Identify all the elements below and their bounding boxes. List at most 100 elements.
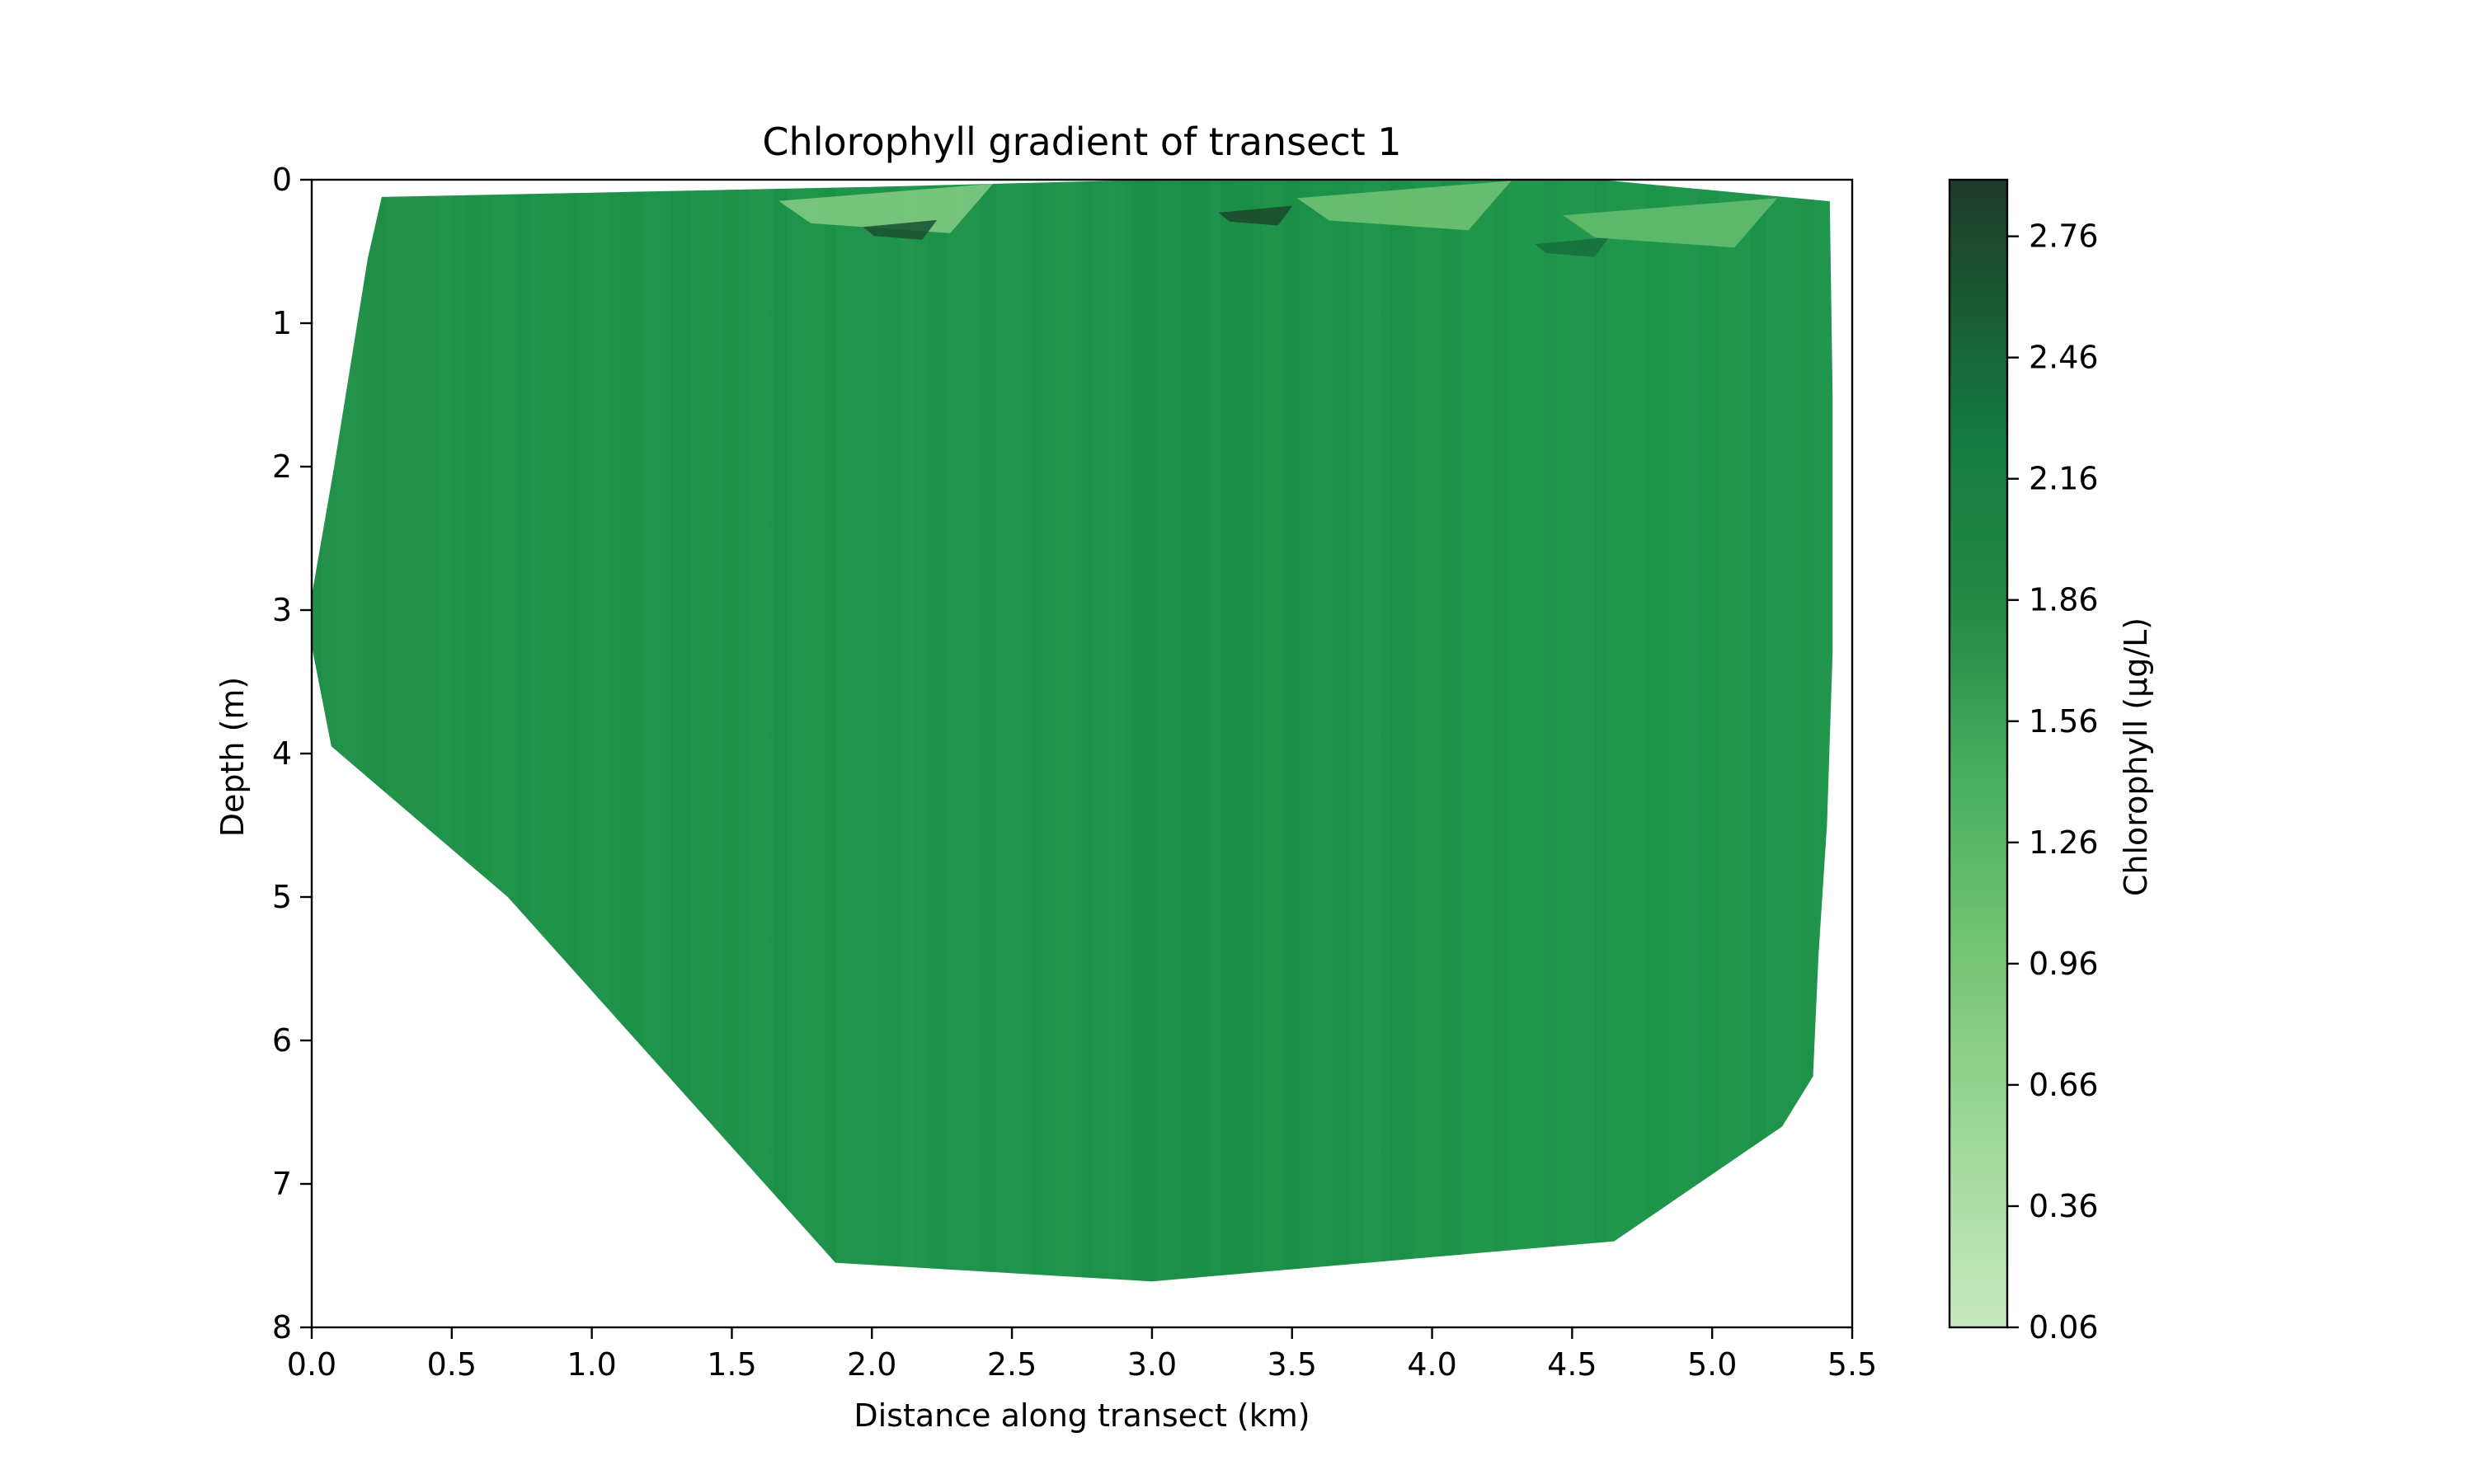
- field-streak: [1724, 180, 1734, 1282]
- field-streak: [1313, 180, 1333, 1282]
- field-streak: [1364, 180, 1381, 1282]
- y-tick-label: 6: [272, 1022, 292, 1059]
- field-streak: [491, 180, 515, 1282]
- field-streak: [1004, 180, 1028, 1282]
- x-tick-label: 0.5: [427, 1346, 477, 1383]
- surface-patch: [863, 219, 938, 240]
- x-tick-label: 1.5: [707, 1346, 756, 1383]
- y-tick-label: 7: [272, 1166, 292, 1202]
- x-tick-label: 2.5: [987, 1346, 1037, 1383]
- colorbar-tick-label: 1.56: [2029, 703, 2099, 740]
- field-streak: [1184, 180, 1205, 1282]
- y-axis: 0 1 2 3 4 5 6 7 8: [272, 162, 312, 1345]
- field-streak: [1056, 180, 1076, 1282]
- field-streak: [440, 180, 451, 1282]
- field-streak: [1159, 180, 1173, 1282]
- colorbar-tick-label: 2.46: [2029, 340, 2099, 376]
- colorbar-tick-label: 0.36: [2029, 1188, 2099, 1224]
- field-streak: [517, 180, 531, 1282]
- field-streak: [1415, 180, 1429, 1282]
- x-tick-label: 4.5: [1547, 1346, 1597, 1383]
- field-streak: [1235, 180, 1253, 1282]
- colorbar-tick-label: 2.16: [2029, 461, 2099, 497]
- field-streak: [799, 180, 820, 1282]
- field-streak: [1108, 180, 1124, 1282]
- field-streak: [825, 180, 836, 1282]
- y-tick-label: 3: [272, 592, 292, 628]
- surface-patch: [1535, 237, 1610, 257]
- field-streak: [1390, 180, 1413, 1282]
- surface-patch: [1563, 198, 1778, 248]
- chlorophyll-field: [312, 180, 1833, 1282]
- field-streak: [1338, 180, 1349, 1282]
- field-streak: [1544, 180, 1558, 1282]
- field-streak: [722, 180, 739, 1282]
- y-tick-label: 5: [272, 879, 292, 915]
- colorbar-tick-label: 0.96: [2029, 946, 2099, 982]
- field-streak: [670, 180, 691, 1282]
- colorbar: 0.06 0.36 0.66 0.96 1.26 1.56 1.86 2.16 2.46 2.76…: [1948, 178, 2154, 1345]
- field-streak: [1698, 180, 1718, 1282]
- x-axis: 0.0 0.5 1.0 1.5 2.0 2.5 3.0 3.5 4.0 4.5 5.0 5.5: [287, 1327, 1877, 1383]
- surface-patch: [1218, 205, 1293, 226]
- colorbar-gradient: [1948, 178, 2009, 1329]
- field-streak: [568, 180, 579, 1282]
- y-axis-label: Depth (m): [214, 677, 251, 838]
- field-streak: [619, 180, 642, 1282]
- x-tick-label: 2.0: [847, 1346, 896, 1383]
- chart-title: Chlorophyll gradient of transect 1: [762, 120, 1401, 164]
- field-streak: [312, 180, 322, 1282]
- x-axis-label: Distance along transect (km): [854, 1397, 1310, 1434]
- field-streak: [1441, 180, 1461, 1282]
- field-streak: [1493, 180, 1509, 1282]
- colorbar-tick-label: 1.86: [2029, 582, 2099, 618]
- surface-patch: [778, 183, 994, 233]
- field-streak: [1287, 180, 1301, 1282]
- colorbar-ticks: 0.06 0.36 0.66 0.96 1.26 1.56 1.86 2.16 2.46 2.76: [2007, 218, 2099, 1345]
- field-streak: [388, 180, 402, 1282]
- colorbar-tick-label: 0.06: [2029, 1309, 2099, 1345]
- field-streak: [774, 180, 788, 1282]
- field-streak: [1800, 180, 1814, 1282]
- field-streak: [337, 180, 354, 1282]
- field-streak: [1646, 180, 1670, 1282]
- colorbar-tick-label: 0.66: [2029, 1067, 2099, 1103]
- y-tick-label: 4: [272, 735, 292, 772]
- field-streak: [1030, 180, 1044, 1282]
- field-streak: [1595, 180, 1606, 1282]
- field-streak: [748, 180, 771, 1282]
- field-streak: [1467, 180, 1478, 1282]
- field-streak: [645, 180, 659, 1282]
- field-streak: [1749, 180, 1766, 1282]
- y-tick-label: 1: [272, 305, 292, 341]
- x-tick-label: 0.0: [287, 1346, 336, 1383]
- field-streak: [1133, 180, 1156, 1282]
- colorbar-label: Chlorophyll (µg/L): [2118, 618, 2154, 896]
- field-streak: [979, 180, 996, 1282]
- field-streak: [594, 180, 611, 1282]
- x-tick-label: 3.0: [1127, 1346, 1177, 1383]
- field-streak: [465, 180, 482, 1282]
- field-streak: [414, 180, 435, 1282]
- y-tick-label: 0: [272, 162, 292, 198]
- field-streak: [876, 180, 900, 1282]
- field-streak: [697, 180, 708, 1282]
- field-streak: [1082, 180, 1093, 1282]
- field-streak: [953, 180, 964, 1282]
- x-tick-label: 4.0: [1407, 1346, 1456, 1383]
- field-streak: [1775, 180, 1798, 1282]
- field-streak: [928, 180, 948, 1282]
- x-tick-label: 1.0: [567, 1346, 616, 1383]
- field-streak: [363, 180, 386, 1282]
- field-streak: [1261, 180, 1285, 1282]
- field-streak: [902, 180, 916, 1282]
- field-streak: [1826, 180, 1833, 1282]
- x-tick-label: 5.5: [1827, 1346, 1877, 1383]
- field-streak: [1672, 180, 1686, 1282]
- surface-patch: [1296, 181, 1512, 231]
- colorbar-tick-label: 2.76: [2029, 218, 2099, 255]
- field-streak: [1620, 180, 1638, 1282]
- field-streak: [1518, 180, 1541, 1282]
- colorbar-tick-label: 1.26: [2029, 824, 2099, 861]
